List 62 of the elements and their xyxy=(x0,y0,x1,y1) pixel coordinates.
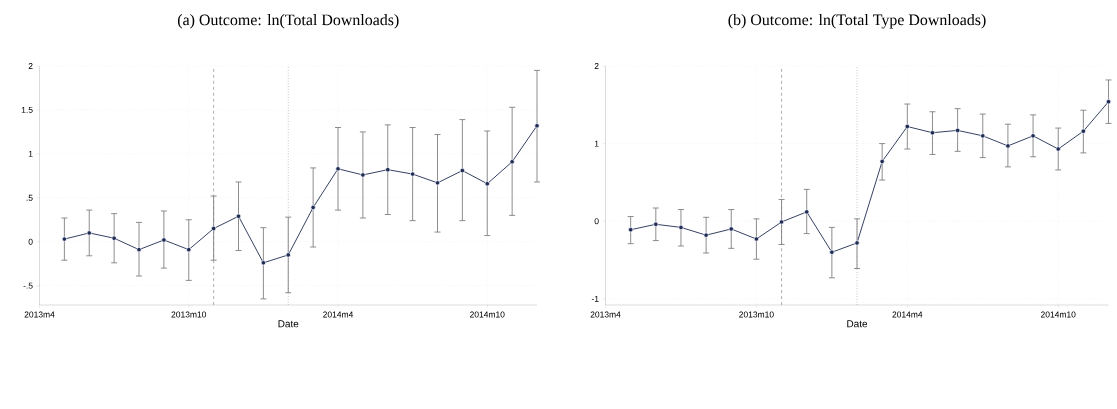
y-tick-label: 1 xyxy=(28,150,33,157)
point xyxy=(980,133,986,139)
x-tick-label: 2013m4 xyxy=(24,311,55,318)
point xyxy=(136,247,142,253)
point xyxy=(929,130,936,136)
y-tick-label: -1 xyxy=(591,295,599,302)
y-tick-label: 2 xyxy=(594,63,599,69)
point xyxy=(509,159,515,165)
x-axis-title: Date xyxy=(847,320,868,328)
point xyxy=(778,219,785,225)
point xyxy=(186,247,192,253)
point xyxy=(211,225,217,232)
x-tick-label: 2013m10 xyxy=(739,311,774,318)
x-axis-title: Date xyxy=(278,320,299,328)
point xyxy=(285,252,291,258)
point xyxy=(434,180,441,186)
x-tick-label: 2013m10 xyxy=(171,311,207,318)
point xyxy=(86,230,92,236)
point xyxy=(1005,143,1011,149)
x-tick-label: 2014m4 xyxy=(323,311,354,318)
point xyxy=(804,209,810,215)
point xyxy=(1055,146,1061,152)
x-tick-label: 2014m10 xyxy=(1040,311,1076,318)
chart-title: (b) Outcome: ln(Total Type Downloads) xyxy=(728,14,986,29)
point xyxy=(410,171,416,177)
y-tick-label: 0 xyxy=(594,218,599,225)
point xyxy=(1080,128,1086,134)
y-tick-label: 0 xyxy=(28,238,33,245)
x-tick-label: 2014m10 xyxy=(470,311,505,318)
point xyxy=(335,166,341,172)
point xyxy=(753,236,760,242)
point xyxy=(260,260,266,266)
point xyxy=(1105,99,1112,105)
x-tick-label: 2014m4 xyxy=(892,311,923,318)
point xyxy=(904,123,910,130)
chart-title: (a) Outcome: ln(Total Downloads) xyxy=(177,14,399,29)
y-tick-label: 2 xyxy=(28,63,33,69)
point xyxy=(235,213,242,219)
point xyxy=(728,226,734,232)
point xyxy=(385,167,391,173)
y-tick-label: .5 xyxy=(26,194,33,201)
point xyxy=(310,204,316,211)
point xyxy=(1030,133,1036,139)
point xyxy=(879,158,885,165)
point xyxy=(484,181,490,187)
x-tick-label: 2013m4 xyxy=(590,311,621,318)
point xyxy=(161,237,167,243)
point xyxy=(678,224,684,230)
y-tick-label: 1.5 xyxy=(21,106,33,113)
point xyxy=(111,235,117,241)
point xyxy=(653,221,659,227)
point xyxy=(360,172,366,178)
point xyxy=(703,232,709,238)
point xyxy=(534,123,540,129)
point xyxy=(829,249,835,255)
point xyxy=(628,227,634,233)
point xyxy=(955,127,961,133)
y-tick-label: 1 xyxy=(594,140,599,147)
point xyxy=(61,236,67,242)
point xyxy=(854,240,860,246)
point xyxy=(459,167,465,174)
y-tick-label: -.5 xyxy=(23,282,33,289)
